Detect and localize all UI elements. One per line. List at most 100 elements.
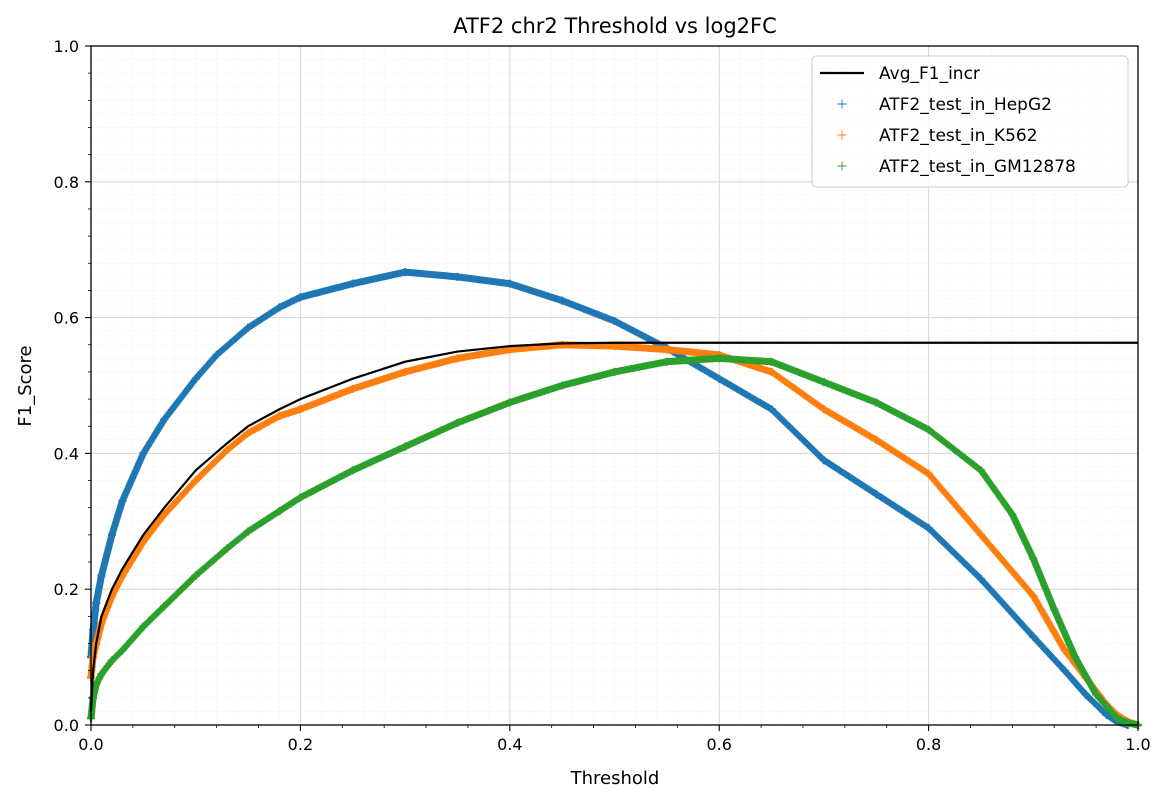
data-point bbox=[767, 405, 776, 414]
data-point bbox=[1060, 666, 1069, 675]
data-point bbox=[244, 323, 253, 332]
data-point bbox=[118, 646, 127, 655]
y-tick-label: 0.6 bbox=[54, 309, 79, 328]
data-point bbox=[1102, 710, 1111, 719]
data-point bbox=[453, 272, 462, 281]
data-point bbox=[715, 374, 724, 383]
data-point bbox=[97, 571, 106, 580]
chart-title: ATF2 chr2 Threshold vs log2FC bbox=[453, 14, 777, 38]
data-point bbox=[924, 425, 933, 434]
data-point bbox=[244, 429, 253, 438]
data-point bbox=[1092, 690, 1101, 699]
data-point bbox=[872, 398, 881, 407]
data-point bbox=[139, 537, 148, 546]
data-point bbox=[275, 412, 284, 421]
legend-box bbox=[811, 55, 1129, 188]
data-point bbox=[610, 316, 619, 325]
data-point bbox=[767, 367, 776, 376]
data-point bbox=[296, 493, 305, 502]
data-point bbox=[767, 357, 776, 366]
data-point bbox=[223, 544, 232, 553]
data-point bbox=[92, 598, 101, 607]
data-point bbox=[191, 571, 200, 580]
data-point bbox=[275, 303, 284, 312]
legend-label-hepg2: ATF2_test_in_HepG2 bbox=[879, 95, 1052, 115]
data-point bbox=[1081, 690, 1090, 699]
legend-marker-2 bbox=[837, 130, 847, 140]
x-tick-label: 0.6 bbox=[706, 735, 731, 754]
y-tick-label: 0.2 bbox=[54, 580, 79, 599]
data-point bbox=[558, 381, 567, 390]
plot-frame bbox=[90, 45, 1139, 726]
data-point bbox=[139, 622, 148, 631]
data-point bbox=[160, 602, 169, 611]
y-tick-label: 0.8 bbox=[54, 173, 79, 192]
data-point bbox=[92, 680, 101, 689]
data-point bbox=[872, 490, 881, 499]
data-point bbox=[1029, 591, 1038, 600]
data-point bbox=[819, 405, 828, 414]
data-point bbox=[191, 374, 200, 383]
data-point bbox=[401, 367, 410, 376]
data-point bbox=[662, 345, 671, 354]
x-tick-label: 1.0 bbox=[1125, 735, 1150, 754]
data-point bbox=[1008, 510, 1017, 519]
data-point bbox=[401, 442, 410, 451]
data-point bbox=[1029, 632, 1038, 641]
data-point bbox=[453, 354, 462, 363]
x-tick-label: 0.2 bbox=[288, 735, 313, 754]
data-point bbox=[1071, 653, 1080, 662]
data-point bbox=[191, 476, 200, 485]
data-point bbox=[139, 449, 148, 458]
x-axis-label: Threshold bbox=[570, 768, 660, 789]
series-2 bbox=[87, 340, 1142, 729]
legend: Avg_F1_incr ATF2_test_in_HepG2 ATF2_test… bbox=[811, 55, 1129, 188]
axis-layer: 0.0 0.2 0.4 0.6 0.8 1.0 0.0 0.2 0.4 0.6 0.8 1.0 bbox=[54, 37, 1151, 754]
data-point bbox=[244, 527, 253, 536]
data-point bbox=[924, 469, 933, 478]
data-point bbox=[296, 405, 305, 414]
data-point bbox=[453, 418, 462, 427]
data-point bbox=[558, 296, 567, 305]
avg-f1-incr-line bbox=[89, 341, 1138, 712]
data-point bbox=[212, 350, 221, 359]
data-point bbox=[401, 268, 410, 277]
data-point bbox=[505, 398, 514, 407]
data-point bbox=[275, 507, 284, 516]
data-point bbox=[107, 656, 116, 665]
data-point bbox=[610, 367, 619, 376]
data-point bbox=[1060, 646, 1069, 655]
data-point bbox=[296, 293, 305, 302]
data-point bbox=[1029, 554, 1038, 563]
data-point bbox=[924, 524, 933, 533]
legend-label-gm12878: ATF2_test_in_GM12878 bbox=[879, 157, 1076, 177]
legend-marker-1 bbox=[837, 99, 847, 109]
data-point bbox=[976, 575, 985, 584]
data-point bbox=[1113, 714, 1122, 723]
data-point bbox=[1050, 605, 1059, 614]
data-point bbox=[107, 530, 116, 539]
y-tick-label: 0.4 bbox=[54, 444, 79, 463]
data-point bbox=[558, 340, 567, 349]
data-point bbox=[348, 384, 357, 393]
data-point bbox=[97, 670, 106, 679]
data-point bbox=[505, 279, 514, 288]
x-tick-label: 0.4 bbox=[497, 735, 522, 754]
data-point bbox=[662, 357, 671, 366]
data-point bbox=[819, 456, 828, 465]
data-point bbox=[160, 510, 169, 519]
y-axis-label: F1_Score bbox=[15, 345, 36, 426]
x-tick-label: 0.8 bbox=[916, 735, 941, 754]
data-point bbox=[976, 466, 985, 475]
data-point bbox=[348, 466, 357, 475]
data-point bbox=[160, 415, 169, 424]
data-point bbox=[118, 496, 127, 505]
x-tick-label: 0.0 bbox=[78, 735, 103, 754]
data-point bbox=[819, 378, 828, 387]
y-tick-label: 1.0 bbox=[54, 37, 79, 56]
data-point bbox=[348, 279, 357, 288]
series-3 bbox=[87, 354, 1142, 729]
data-point bbox=[223, 446, 232, 455]
legend-label-k562: ATF2_test_in_K562 bbox=[879, 126, 1038, 146]
